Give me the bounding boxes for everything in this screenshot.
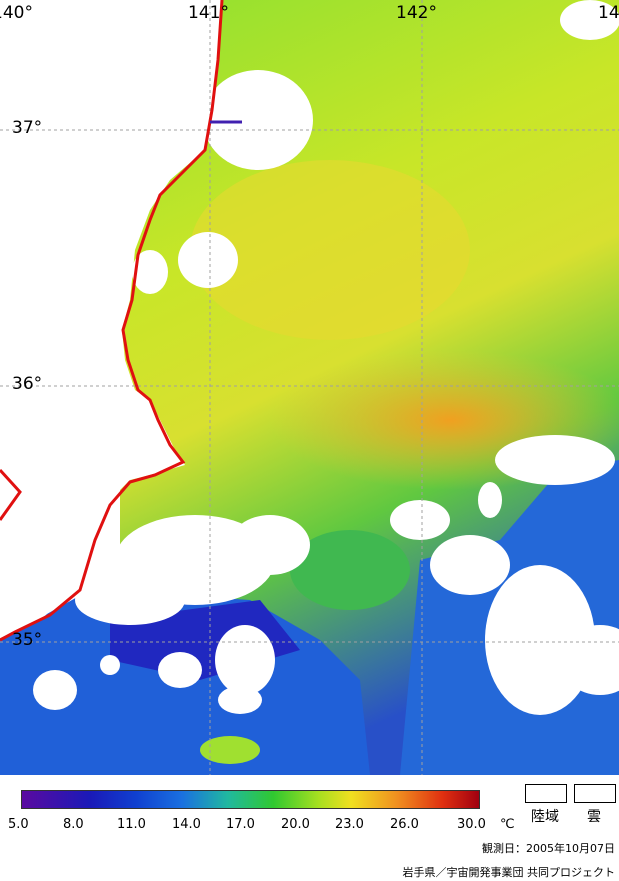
observation-date: 観測日：2005年10月07日	[482, 842, 615, 855]
land-legend-label: 陸域	[531, 809, 559, 825]
colorbar-tick: 30.0	[457, 817, 486, 832]
lon-label-142: 142°	[396, 3, 437, 23]
lon-label-141: 141°	[188, 3, 229, 23]
land	[0, 0, 222, 640]
warm-water-region	[190, 160, 470, 340]
coastline	[0, 0, 224, 642]
temperature-colorbar	[21, 790, 480, 809]
colorbar-tick: 8.0	[63, 817, 84, 832]
colorbar-tick: 26.0	[390, 817, 419, 832]
colorbar-unit: ℃	[500, 817, 515, 832]
credit-text: 岩手県／宇宙開発事業団 共同プロジェクト	[402, 866, 616, 879]
sst-map	[0, 0, 619, 775]
colorbar-tick: 23.0	[335, 817, 364, 832]
land-legend-swatch	[525, 784, 567, 803]
lat-lon-grid	[0, 0, 619, 775]
coastline	[0, 468, 22, 521]
lon-label-143: 143°	[598, 3, 619, 23]
lon-label-140: 140°	[0, 3, 33, 23]
cloud-legend-swatch	[574, 784, 616, 803]
colorbar-tick: 14.0	[172, 817, 201, 832]
colorbar-tick: 17.0	[226, 817, 255, 832]
colorbar-tick: 5.0	[8, 817, 29, 832]
colorbar-tick: 20.0	[281, 817, 310, 832]
lat-label-37: 37°	[12, 118, 43, 138]
warm-patch	[200, 736, 260, 764]
lat-label-36: 36°	[12, 374, 43, 394]
colorbar-tick: 11.0	[117, 817, 146, 832]
lat-label-35: 35°	[12, 630, 43, 650]
cool-patch	[290, 530, 410, 610]
cloud-legend-label: 雲	[587, 809, 601, 825]
